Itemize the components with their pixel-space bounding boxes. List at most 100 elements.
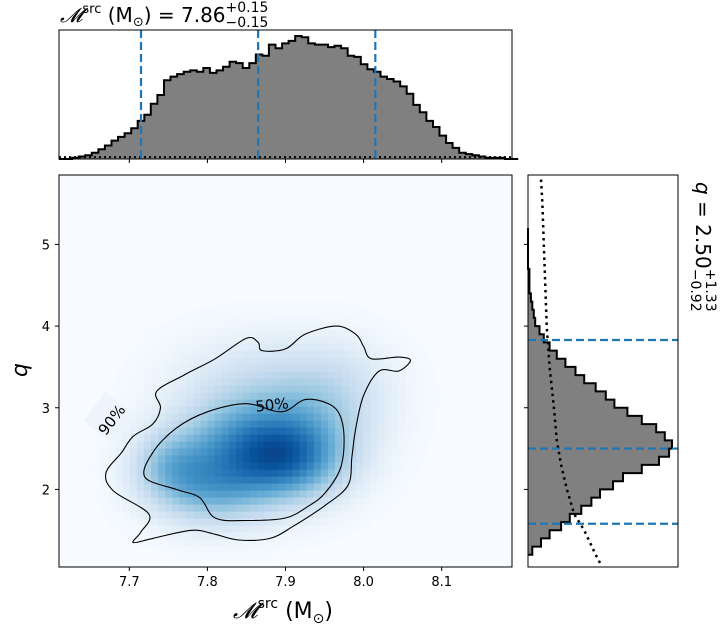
heat-cell <box>257 469 265 477</box>
top-hist-bar <box>236 63 244 160</box>
heat-cell <box>193 455 202 463</box>
heat-cell <box>299 329 308 337</box>
heat-cell <box>151 518 159 526</box>
heat-cell <box>313 378 322 386</box>
heat-cell <box>207 336 216 344</box>
heat-cell <box>235 357 244 365</box>
heat-cell <box>278 539 287 547</box>
heat-cell <box>250 322 258 330</box>
heat-cell <box>122 469 131 477</box>
heat-cell <box>158 392 166 400</box>
heat-cell <box>115 511 124 519</box>
heat-cell <box>264 371 272 379</box>
heat-cell <box>214 539 223 547</box>
heat-cell <box>214 483 223 491</box>
heat-cell <box>250 420 258 428</box>
heat-cell <box>257 385 265 393</box>
heat-cell <box>320 385 329 393</box>
heat-cell <box>320 329 329 337</box>
heat-cell <box>158 441 166 449</box>
top-hist-bar <box>288 40 296 159</box>
heat-cell <box>129 420 138 428</box>
heat-cell <box>285 385 294 393</box>
heat-cell <box>200 322 209 330</box>
heat-cell <box>122 511 131 519</box>
heat-cell <box>370 413 379 421</box>
heat-cell <box>335 378 343 386</box>
heat-cell <box>243 336 251 344</box>
heat-cell <box>313 483 322 491</box>
heat-cell <box>405 448 414 456</box>
heat-cell <box>363 329 372 337</box>
heat-cell <box>221 371 230 379</box>
heat-cell <box>278 525 287 533</box>
heat-cell <box>370 350 379 358</box>
heat-cell <box>158 518 166 526</box>
heat-cell <box>370 406 379 414</box>
heat-cell <box>250 441 258 449</box>
heat-cell <box>129 392 138 400</box>
heat-cell <box>342 504 350 512</box>
heat-cell <box>165 406 173 414</box>
heat-cell <box>235 371 244 379</box>
heat-cell <box>391 406 400 414</box>
heat-cell <box>143 413 152 421</box>
heat-cell <box>335 315 343 323</box>
heat-cell <box>172 476 180 484</box>
heat-cell <box>292 448 301 456</box>
heat-cell <box>200 343 209 351</box>
heat-cell <box>108 518 117 526</box>
heat-cell <box>405 399 414 407</box>
top-hist-bar <box>104 145 112 159</box>
heat-cell <box>320 497 329 505</box>
heat-cell <box>200 315 209 323</box>
heat-cell <box>221 497 230 505</box>
right-hist-bar <box>528 538 541 547</box>
heat-cell <box>193 343 202 351</box>
top-hist-outline <box>59 35 519 160</box>
heat-cell <box>285 497 294 505</box>
heat-cell <box>391 497 400 505</box>
heat-cell <box>335 301 343 309</box>
right-hist-bar <box>528 513 570 523</box>
heat-cell <box>320 392 329 400</box>
heat-cell <box>179 448 188 456</box>
heat-cell <box>327 357 336 365</box>
heat-cell <box>313 490 322 498</box>
heat-cell <box>243 371 251 379</box>
heat-cell <box>327 427 336 435</box>
heat-cell <box>158 511 166 519</box>
heat-cell <box>335 441 343 449</box>
heat-cell <box>108 448 117 456</box>
heat-cell <box>292 364 301 372</box>
heat-cell <box>320 476 329 484</box>
heat-cell <box>214 385 223 393</box>
heat-cell <box>306 308 315 316</box>
heat-cell <box>101 455 110 463</box>
heat-cell <box>384 413 393 421</box>
right-panel-frame <box>527 174 679 568</box>
heat-cell <box>384 315 393 323</box>
heat-cell <box>349 336 357 344</box>
heat-cell <box>186 329 195 337</box>
heat-cell <box>349 525 357 533</box>
top-hist-bar <box>301 37 309 160</box>
top-quantile-lines <box>139 30 377 159</box>
heat-cell <box>398 427 407 435</box>
heat-cell <box>207 308 216 316</box>
heat-cell <box>299 364 308 372</box>
heat-cell <box>320 539 329 547</box>
heat-cell <box>115 469 124 477</box>
heat-cell <box>179 483 188 491</box>
heat-cell <box>235 322 244 330</box>
heat-cell <box>186 434 195 442</box>
heat-cell <box>320 343 329 351</box>
heat-cell <box>398 441 407 449</box>
heat-cell <box>377 336 386 344</box>
heat-cell <box>172 539 180 547</box>
heat-cell <box>172 448 180 456</box>
heat-cell <box>243 441 251 449</box>
heat-cell <box>356 315 364 323</box>
heat-cell <box>320 357 329 365</box>
heat-cell <box>235 518 244 526</box>
